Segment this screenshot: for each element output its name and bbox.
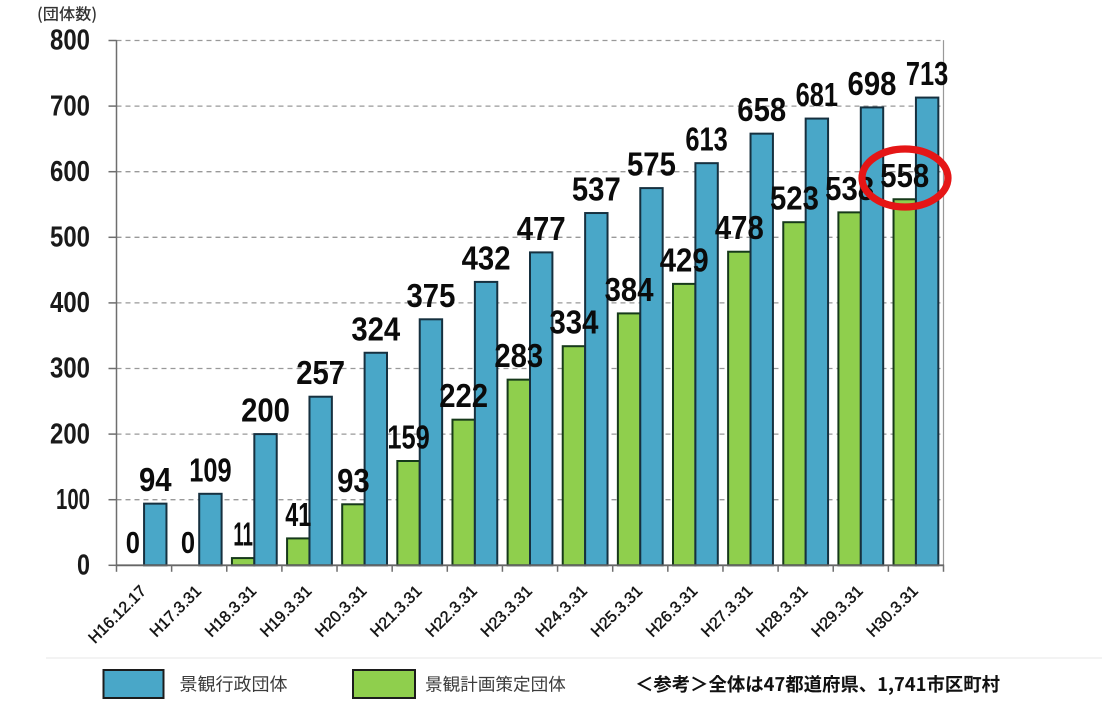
svg-text:537: 537 bbox=[572, 172, 621, 209]
svg-text:477: 477 bbox=[517, 211, 566, 248]
svg-text:0: 0 bbox=[181, 526, 195, 560]
svg-text:558: 558 bbox=[880, 158, 929, 195]
svg-text:300: 300 bbox=[50, 353, 90, 385]
svg-text:200: 200 bbox=[50, 418, 90, 450]
svg-text:222: 222 bbox=[439, 378, 488, 415]
svg-text:800: 800 bbox=[50, 25, 90, 57]
svg-text:478: 478 bbox=[715, 210, 764, 247]
svg-text:0: 0 bbox=[126, 526, 140, 560]
svg-text:400: 400 bbox=[50, 287, 90, 319]
svg-text:257: 257 bbox=[296, 355, 345, 392]
svg-text:93: 93 bbox=[337, 463, 370, 500]
svg-text:109: 109 bbox=[189, 452, 231, 489]
svg-text:334: 334 bbox=[549, 305, 598, 342]
svg-text:681: 681 bbox=[796, 77, 838, 114]
svg-text:159: 159 bbox=[387, 420, 429, 457]
svg-text:575: 575 bbox=[627, 147, 676, 184]
svg-text:658: 658 bbox=[737, 92, 786, 129]
svg-text:700: 700 bbox=[50, 90, 90, 122]
svg-text:500: 500 bbox=[50, 222, 90, 254]
svg-text:600: 600 bbox=[50, 156, 90, 188]
svg-text:613: 613 bbox=[685, 122, 727, 159]
svg-text:11: 11 bbox=[233, 517, 253, 554]
svg-text:698: 698 bbox=[848, 66, 897, 103]
svg-text:200: 200 bbox=[241, 393, 290, 430]
svg-text:375: 375 bbox=[406, 278, 455, 315]
svg-text:94: 94 bbox=[139, 462, 172, 499]
svg-text:432: 432 bbox=[462, 240, 511, 277]
svg-text:100: 100 bbox=[56, 484, 90, 516]
svg-text:41: 41 bbox=[285, 497, 311, 534]
svg-text:713: 713 bbox=[906, 56, 948, 93]
svg-text:523: 523 bbox=[770, 181, 819, 218]
svg-text:324: 324 bbox=[351, 311, 400, 348]
svg-text:0: 0 bbox=[77, 550, 90, 582]
svg-text:384: 384 bbox=[605, 272, 654, 309]
svg-text:429: 429 bbox=[660, 242, 709, 279]
svg-text:283: 283 bbox=[494, 338, 543, 375]
